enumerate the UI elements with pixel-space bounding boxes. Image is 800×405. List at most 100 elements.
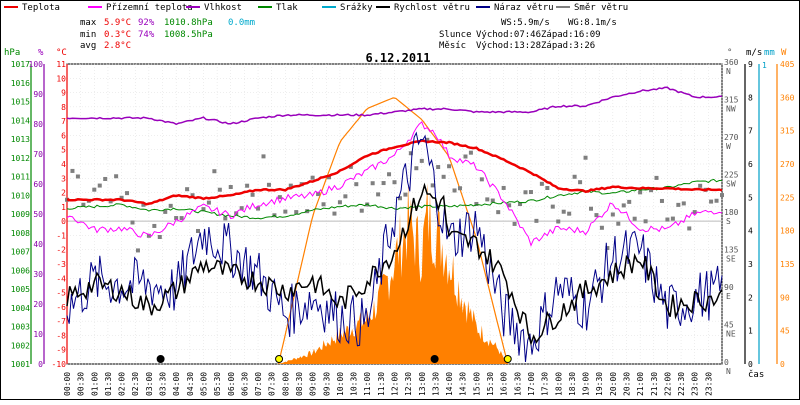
tick-x: 22:30: [677, 372, 686, 396]
series-wind-direction-point: [474, 201, 479, 206]
tick-w: 270: [780, 160, 795, 169]
series-wind-direction-point: [392, 180, 397, 185]
tick-hpa: 1014: [11, 116, 30, 125]
series-wind-direction-point: [479, 177, 484, 182]
tick-ms: 6: [748, 160, 753, 169]
series-wind-gust: [66, 131, 723, 363]
series-wind-direction-point: [654, 175, 659, 180]
series-wind-direction-point: [354, 182, 359, 187]
sunset-marker: [503, 355, 512, 363]
tick-dir: 225: [724, 171, 739, 180]
series-wind-direction-point: [327, 175, 331, 180]
tick-hpa: 1015: [11, 98, 30, 107]
tick-pct: 70: [33, 150, 43, 159]
series-wind-direction-point: [294, 210, 299, 215]
series-wind-direction-point: [518, 202, 523, 207]
series-wind-direction-point: [370, 181, 375, 186]
tick-dir: 360: [724, 58, 739, 67]
series-wind-direction-point: [616, 221, 621, 226]
series-wind-direction-point: [670, 216, 675, 221]
tick-x: 16:00: [500, 372, 509, 396]
tick-x: 05:30: [213, 372, 222, 396]
stats-block: max 5.9°C 92% 1010.8hPa 0.0mm min 0.3°C …: [80, 18, 617, 51]
tick-x: 11:30: [377, 372, 386, 396]
tick-x: 01:30: [104, 372, 113, 396]
series-wind-direction-point: [168, 203, 173, 208]
series-humidity: [66, 86, 723, 126]
series-wind-direction-point: [114, 174, 119, 179]
series-wind-direction-point: [643, 219, 648, 224]
series-wind-direction-point: [288, 183, 293, 188]
tick-w: 45: [780, 327, 790, 336]
series-wind-direction-point: [130, 220, 135, 225]
series-wind-direction-point: [698, 183, 703, 188]
tick-pct: 90: [33, 90, 43, 99]
tick-x: 09:30: [322, 372, 331, 396]
tick-temp: -5: [56, 289, 66, 298]
tick-hpa: 1017: [11, 60, 30, 69]
tick-hpa: 1013: [11, 135, 30, 144]
series-wind-direction-point: [261, 154, 266, 159]
series-wind-direction-point: [627, 199, 632, 204]
sunrise-marker: [275, 355, 284, 363]
tick-x: 20:30: [622, 372, 631, 396]
tick-ms: 0: [748, 360, 753, 369]
series-wind-direction-point: [714, 198, 719, 203]
series-wind-direction-point: [561, 209, 566, 214]
series-wind-direction-point: [381, 181, 386, 186]
tick-x: 17:30: [541, 372, 550, 396]
tick-temp: 5: [61, 146, 66, 155]
tick-x: 17:00: [527, 372, 536, 396]
series-wind-direction-point: [245, 183, 250, 188]
series-wind-direction-point: [343, 194, 348, 199]
series-wind-direction-point: [212, 169, 217, 174]
tick-x: 02:00: [118, 372, 127, 396]
tick-pct: 100: [29, 60, 44, 69]
tick-pct: 60: [33, 180, 43, 189]
series-wind-direction-point: [496, 210, 501, 215]
tick-x: 08:30: [295, 372, 304, 396]
tick-temp: 3: [61, 174, 66, 183]
series-wind-speed: [66, 182, 723, 346]
series-wind-direction-point: [277, 195, 282, 200]
series-wind-direction-point: [141, 202, 146, 207]
series-wind-direction-point: [179, 216, 184, 221]
tick-dir: 45: [724, 321, 734, 330]
tick-hpa: 1011: [11, 173, 30, 182]
tick-w: 180: [780, 227, 795, 236]
series-wind-direction-point: [665, 217, 670, 222]
legend-label-srazky: Srážky: [340, 3, 373, 13]
tick-pct: 40: [33, 240, 43, 249]
tick-temp: -3: [56, 260, 66, 269]
axis-units: hPa % °C ° m/s mm W čas: [4, 48, 787, 380]
series-wind-direction-point: [125, 191, 130, 196]
legend-label-rosny: Přízemní teplota: [106, 3, 193, 13]
series-wind-direction-point: [201, 207, 206, 212]
tick-x: 12:00: [391, 372, 400, 396]
tick-x: 19:00: [582, 372, 591, 396]
tick-ms: 4: [748, 227, 753, 236]
tick-x: 21:30: [650, 372, 659, 396]
tick-temp: 1: [61, 203, 66, 212]
tick-hpa: 1016: [11, 79, 30, 88]
chart-title: 6.12.2011: [365, 51, 430, 65]
tick-x: 18:30: [568, 372, 577, 396]
series-wind-direction-point: [103, 176, 108, 181]
tick-hpa: 1004: [11, 304, 30, 313]
tick-x: 13:30: [431, 372, 440, 396]
series-wind-direction-point: [556, 219, 561, 224]
tick-dir: 315: [724, 96, 739, 105]
series-wind-direction-point: [589, 206, 593, 211]
tick-w: 135: [780, 260, 795, 269]
unit-mm: mm: [764, 48, 775, 58]
series-wind-direction-point: [310, 175, 315, 180]
series-wind-direction-point: [458, 186, 462, 191]
tick-pct: 50: [33, 210, 43, 219]
series-wind-direction-point: [228, 185, 233, 190]
tick-ms: 1: [748, 327, 753, 336]
series-wind-direction-point: [223, 216, 228, 221]
series-wind-direction-point: [185, 187, 190, 192]
tick-temp: -9: [56, 346, 66, 355]
series-wind-direction-point: [605, 246, 610, 251]
